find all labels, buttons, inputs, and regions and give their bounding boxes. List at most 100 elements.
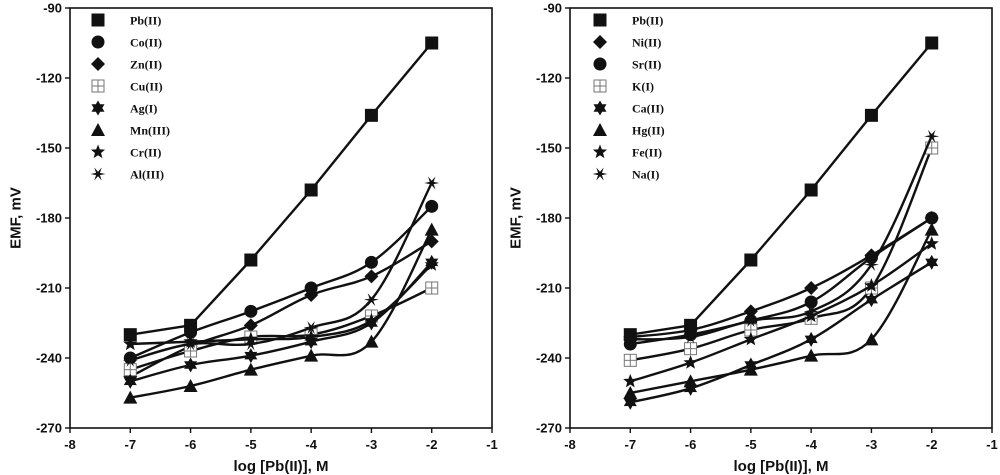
data-point (743, 314, 759, 328)
legend-entry: Al(III) (90, 167, 164, 182)
y-axis-title: EMF, mV (8, 187, 25, 249)
data-point (924, 236, 939, 250)
legend-entry: Cu(II) (91, 79, 163, 94)
y-tick-label: -180 (36, 211, 62, 226)
data-point (744, 253, 758, 267)
legend-entry: Ag(I) (91, 100, 157, 116)
data-point (925, 211, 939, 225)
data-point (684, 328, 698, 342)
y-tick-label: -120 (536, 71, 562, 86)
legend-label: Zn(II) (130, 58, 162, 72)
chart-left: -8 -7 -6 -5 -4 -3 -2 -1 -270 -240 -210 -180 -150 -120… (8, 1, 498, 475)
legend-entry: Zn(II) (91, 57, 162, 72)
legend-label: Na(I) (632, 168, 659, 182)
legend-entry: Mn(III) (91, 123, 170, 138)
data-point (804, 331, 818, 347)
y-tick-label: -150 (36, 141, 62, 156)
x-tick-label: -7 (625, 437, 637, 452)
legend-label: Ag(I) (130, 102, 157, 116)
data-point (424, 222, 439, 236)
legend-label: Al(III) (130, 168, 164, 182)
legend-label: Pb(II) (130, 14, 161, 28)
legend-entry: Na(I) (592, 167, 659, 182)
data-point (304, 288, 319, 302)
data-point (803, 304, 819, 318)
legend-entry: Sr(II) (593, 57, 661, 72)
series-line (129, 181, 433, 362)
data-point (623, 353, 637, 367)
data-point (804, 281, 819, 295)
legend-entry: Pb(II) (593, 13, 663, 28)
series-line (129, 41, 433, 336)
y-tick-label: -90 (543, 1, 562, 16)
series-line (629, 41, 933, 336)
series-agi (123, 254, 439, 389)
series-line (129, 228, 433, 399)
y-axis-title: EMF, mV (508, 187, 525, 249)
data-point (184, 344, 198, 358)
legend-marker (593, 13, 607, 27)
data-point (363, 293, 379, 307)
series-coii (123, 199, 439, 365)
data-point (683, 330, 699, 344)
data-point (425, 36, 439, 50)
data-point (804, 348, 819, 362)
y-tick-label: -150 (536, 141, 562, 156)
legend-marker (91, 13, 105, 27)
y-tick-label: -210 (36, 281, 62, 296)
chart-right: -8 -7 -6 -5 -4 -3 -2 -1 -270 -240 -210 -180 -150 -120… (508, 1, 998, 475)
data-point (243, 337, 259, 351)
data-point (864, 108, 878, 122)
data-point (304, 334, 318, 350)
data-point (122, 353, 138, 367)
x-tick-label: -2 (926, 437, 938, 452)
y-tick-label: -180 (536, 211, 562, 226)
series-nai (622, 129, 940, 346)
data-point (684, 380, 698, 396)
legend-entry: Co(II) (91, 35, 162, 50)
data-point (804, 295, 818, 309)
legend-label: Fe(II) (632, 146, 662, 160)
data-point (183, 379, 198, 392)
data-point (622, 332, 638, 346)
data-point (623, 394, 637, 410)
data-point (743, 362, 758, 376)
data-point (623, 337, 637, 351)
legend-label: Pb(II) (632, 14, 663, 28)
y-tick-label: -90 (43, 1, 62, 16)
x-tick-label: -4 (305, 437, 317, 452)
data-point (243, 318, 258, 333)
x-tick-label: -5 (245, 437, 257, 452)
y-tick-label: -120 (36, 71, 62, 86)
data-point (864, 332, 879, 346)
x-tick-label: -3 (366, 437, 378, 452)
legend-entry: Ca(II) (593, 100, 664, 116)
legend-label: Mn(III) (130, 124, 170, 138)
legend-marker (91, 79, 105, 93)
legend-label: Hg(II) (632, 124, 665, 138)
legend-label: Sr(II) (632, 58, 661, 72)
legend-entry: Pb(II) (91, 13, 161, 28)
data-point (804, 308, 819, 323)
data-point (243, 331, 258, 346)
data-point (364, 313, 379, 327)
x-tick-label: -1 (486, 437, 498, 452)
data-point (623, 386, 638, 399)
data-point (123, 336, 138, 351)
data-point (303, 321, 319, 335)
data-point (424, 257, 439, 271)
y-tick-label: -210 (536, 281, 562, 296)
legend-entry: K(I) (593, 79, 654, 94)
legend-label: Ni(II) (632, 36, 661, 50)
data-point (244, 348, 258, 364)
data-point (925, 36, 939, 50)
data-point (304, 329, 319, 344)
data-point (364, 334, 379, 348)
data-point (244, 253, 258, 267)
data-point (864, 292, 878, 308)
data-point (184, 357, 198, 373)
legend-marker (593, 123, 607, 136)
y-tick-label: -240 (536, 351, 562, 366)
data-point (183, 337, 199, 351)
